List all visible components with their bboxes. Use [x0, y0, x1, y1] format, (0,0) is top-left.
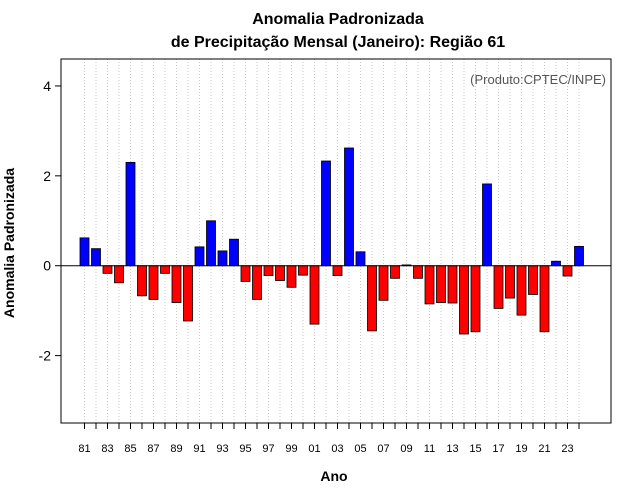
- bar-87: [148, 265, 159, 300]
- bar-95: [240, 265, 251, 282]
- grid-lines: [84, 59, 580, 423]
- bar-88: [160, 265, 170, 274]
- bar-99: [286, 265, 297, 288]
- x-tick-label: 91: [193, 443, 205, 455]
- bar-81: [79, 237, 90, 267]
- product-annotation: (Produto:CPTEC/INPE): [470, 72, 606, 87]
- x-tick-label: 95: [239, 443, 251, 455]
- x-tick-label: 09: [400, 443, 412, 455]
- bar-23: [562, 265, 573, 277]
- bar-21: [539, 265, 550, 333]
- x-tick-label: 01: [308, 443, 320, 455]
- bar-12: [436, 265, 446, 303]
- bar-93: [217, 250, 228, 267]
- x-tick-label: 15: [469, 443, 481, 455]
- x-tick-label: 93: [216, 443, 228, 455]
- x-tick-label: 85: [124, 443, 136, 455]
- bar-20: [528, 265, 538, 295]
- bar-15: [470, 265, 481, 333]
- bar-03: [332, 265, 343, 277]
- bar-83: [102, 265, 113, 274]
- x-tick-label: 97: [262, 443, 274, 455]
- x-tick-label: 99: [285, 443, 297, 455]
- x-tick-label: 03: [331, 443, 343, 455]
- bar-89: [171, 265, 182, 303]
- x-tick-label: 17: [492, 443, 504, 455]
- x-tick-label: 13: [446, 443, 458, 455]
- bar-91: [194, 246, 205, 267]
- bar-07: [378, 265, 389, 301]
- x-tick-label: 81: [78, 443, 90, 455]
- bar-14: [459, 265, 469, 335]
- bar-10: [413, 265, 423, 279]
- bar-90: [183, 265, 193, 322]
- x-tick-label: 05: [354, 443, 366, 455]
- y-tick-label: 4: [43, 78, 51, 94]
- bar-96: [252, 265, 262, 300]
- x-axis-label: Ano: [320, 468, 347, 484]
- bar-94: [229, 238, 239, 267]
- bar-05: [355, 251, 366, 267]
- bar-17: [493, 265, 504, 309]
- bar-98: [275, 265, 285, 281]
- bar-13: [447, 265, 458, 304]
- bars: [79, 147, 584, 335]
- bar-18: [505, 265, 515, 299]
- x-tick-label: 11: [424, 443, 435, 455]
- bar-00: [298, 265, 308, 276]
- y-axis-label: Anomalia Padronizada: [1, 168, 17, 318]
- x-tick-label: 87: [147, 443, 159, 455]
- chart-subtitle: de Precipitação Mensal (Janeiro): Região…: [171, 34, 505, 51]
- x-tick-label: 89: [170, 443, 182, 455]
- y-axis: -2 0 2 4: [39, 78, 61, 364]
- bar-86: [137, 265, 147, 297]
- bar-16: [482, 183, 492, 267]
- x-tick-label: 19: [515, 443, 527, 455]
- x-tick-label: 23: [561, 443, 573, 455]
- bar-82: [91, 248, 101, 267]
- y-tick-label: 2: [43, 168, 51, 184]
- bar-06: [367, 265, 377, 332]
- bar-84: [114, 265, 124, 284]
- bar-08: [390, 265, 400, 279]
- y-tick-label: 0: [43, 258, 51, 274]
- plot-frame: [60, 58, 612, 424]
- bar-22: [551, 260, 561, 267]
- bar-92: [206, 220, 216, 267]
- y-tick-label: -2: [39, 348, 52, 364]
- x-tick-label: 21: [538, 443, 550, 455]
- chart-title: Anomalia Padronizada: [252, 11, 424, 28]
- bar-01: [309, 265, 320, 325]
- bar-24: [574, 245, 584, 267]
- bar-85: [125, 161, 136, 267]
- bar-04: [344, 147, 354, 267]
- x-tick-label: 83: [101, 443, 113, 455]
- x-tick-label: 07: [377, 443, 389, 455]
- x-axis: 81 83 85 87 89 91 93 95 97 99 01 03 05 07 09 11 13 15 17 19…: [78, 423, 580, 455]
- bar-19: [516, 265, 527, 316]
- bar-97: [263, 265, 274, 277]
- bar-11: [424, 265, 435, 305]
- bar-02: [321, 160, 331, 267]
